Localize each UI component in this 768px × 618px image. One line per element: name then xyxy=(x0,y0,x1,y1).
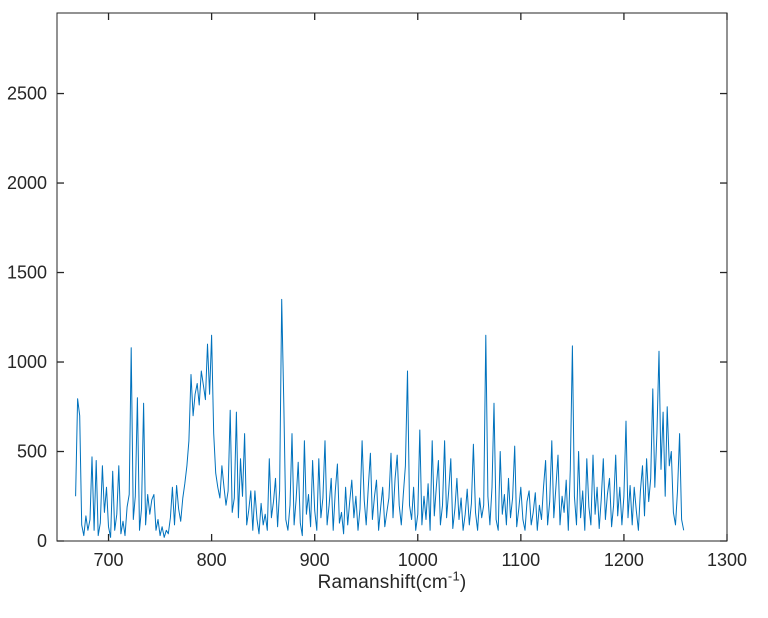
x-axis-label-close: ) xyxy=(459,572,467,593)
y-tick-label: 500 xyxy=(17,442,47,462)
x-tick-label: 700 xyxy=(94,550,124,570)
x-axis-label-text: Ramanshift(cm xyxy=(317,572,448,593)
x-tick-label: 1100 xyxy=(501,550,540,570)
y-tick-label: 1000 xyxy=(7,352,47,372)
y-tick-label: 0 xyxy=(37,531,47,551)
x-tick-label: 900 xyxy=(300,550,330,570)
x-tick-label: 1000 xyxy=(398,550,438,570)
x-axis-label-superscript: -1 xyxy=(447,568,460,584)
spectrum-line xyxy=(75,298,685,538)
x-tick-label: 800 xyxy=(197,550,227,570)
y-tick-label: 2500 xyxy=(7,84,47,104)
x-tick-label: 1200 xyxy=(604,550,644,570)
x-axis-label: Ramanshift(cm-1) xyxy=(57,568,727,594)
y-tick-label: 1500 xyxy=(7,263,47,283)
y-tick-label: 2000 xyxy=(7,173,47,193)
axes-box xyxy=(56,12,728,542)
x-tick-label: 1300 xyxy=(707,550,747,570)
